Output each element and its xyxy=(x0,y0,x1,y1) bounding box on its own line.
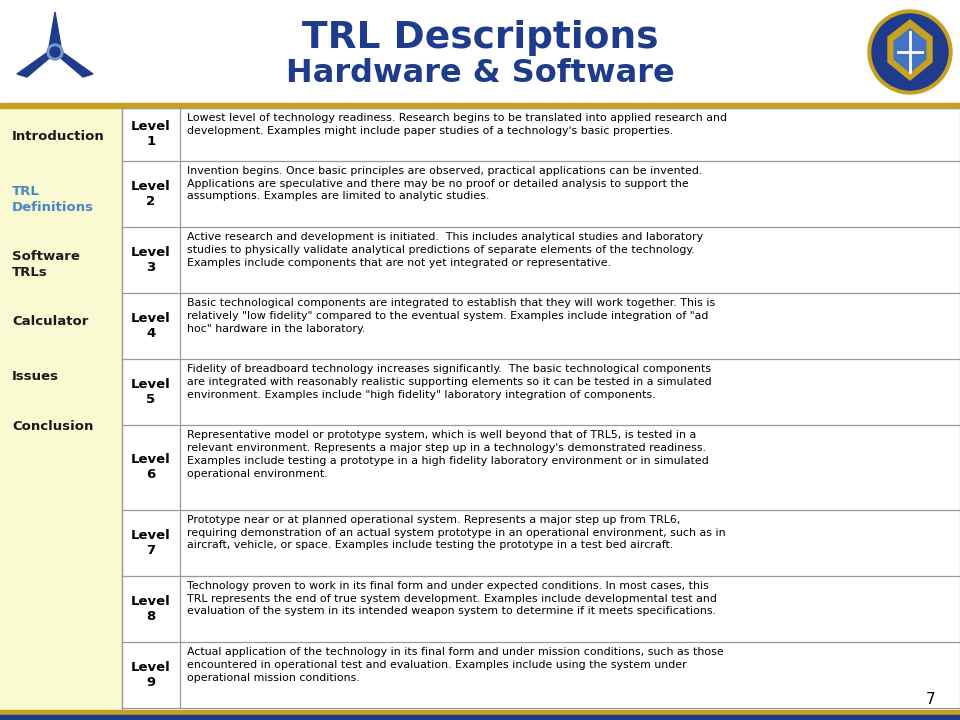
Polygon shape xyxy=(17,47,55,77)
Circle shape xyxy=(50,47,60,57)
Text: Level
1: Level 1 xyxy=(132,120,171,148)
Text: TRL
Definitions: TRL Definitions xyxy=(12,185,94,214)
Text: Basic technological components are integrated to establish that they will work t: Basic technological components are integ… xyxy=(187,298,715,333)
Text: Level
7: Level 7 xyxy=(132,528,171,557)
Text: Prototype near or at planned operational system. Represents a major step up from: Prototype near or at planned operational… xyxy=(187,515,726,550)
Polygon shape xyxy=(49,12,61,52)
Text: Actual application of the technology in its final form and under mission conditi: Actual application of the technology in … xyxy=(187,647,724,683)
Bar xyxy=(0,710,960,715)
Polygon shape xyxy=(894,29,925,72)
Polygon shape xyxy=(888,20,932,80)
Text: Level
8: Level 8 xyxy=(132,595,171,623)
Bar xyxy=(0,103,960,108)
Text: 7: 7 xyxy=(925,693,935,708)
Text: Level
5: Level 5 xyxy=(132,378,171,406)
Polygon shape xyxy=(55,47,93,77)
Text: Level
3: Level 3 xyxy=(132,246,171,274)
Text: Introduction: Introduction xyxy=(12,130,105,143)
Text: Active research and development is initiated.  This includes analytical studies : Active research and development is initi… xyxy=(187,232,703,268)
Text: Issues: Issues xyxy=(12,370,59,383)
Bar xyxy=(0,0,960,105)
Text: Calculator: Calculator xyxy=(12,315,88,328)
Text: Conclusion: Conclusion xyxy=(12,420,93,433)
Text: Level
2: Level 2 xyxy=(132,180,171,208)
Text: Hardware & Software: Hardware & Software xyxy=(286,58,674,89)
Circle shape xyxy=(872,14,948,90)
Text: Fidelity of breadboard technology increases significantly.  The basic technologi: Fidelity of breadboard technology increa… xyxy=(187,364,711,400)
Text: Lowest level of technology readiness. Research begins to be translated into appl: Lowest level of technology readiness. Re… xyxy=(187,113,727,136)
Circle shape xyxy=(47,44,63,60)
Bar xyxy=(0,715,960,720)
Text: Level
4: Level 4 xyxy=(132,312,171,340)
Bar xyxy=(122,108,960,708)
Text: Technology proven to work in its final form and under expected conditions. In mo: Technology proven to work in its final f… xyxy=(187,581,717,616)
Circle shape xyxy=(868,10,952,94)
Text: TRL Descriptions: TRL Descriptions xyxy=(301,20,659,56)
Text: Representative model or prototype system, which is well beyond that of TRL5, is : Representative model or prototype system… xyxy=(187,430,708,479)
Text: Level
6: Level 6 xyxy=(132,454,171,482)
Text: Level
9: Level 9 xyxy=(132,661,171,689)
Text: Software
TRLs: Software TRLs xyxy=(12,250,80,279)
Bar xyxy=(0,108,122,710)
Text: Invention begins. Once basic principles are observed, practical applications can: Invention begins. Once basic principles … xyxy=(187,166,703,202)
